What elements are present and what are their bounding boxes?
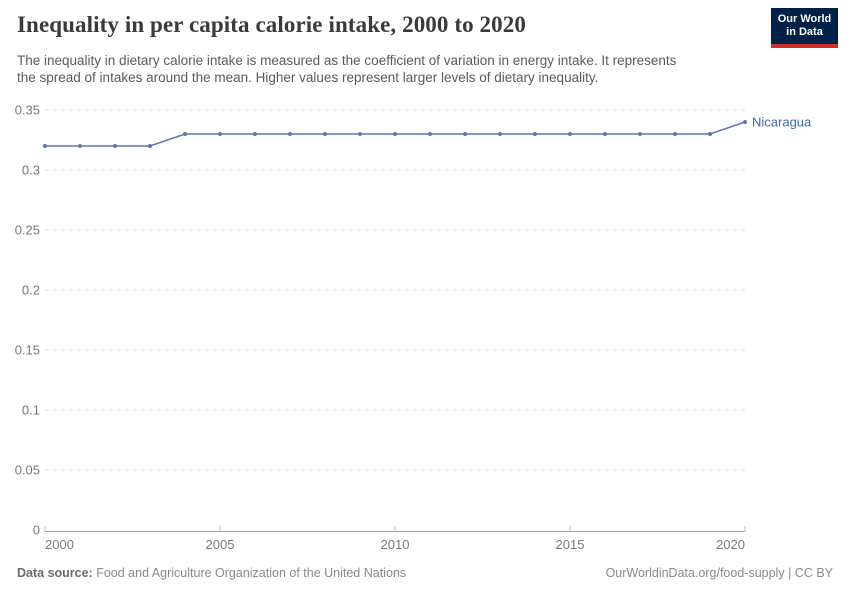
- x-tick-label: 2000: [45, 537, 74, 552]
- data-source: Data source: Food and Agriculture Organi…: [17, 566, 406, 580]
- data-point: [638, 132, 642, 136]
- data-source-label: Data source:: [17, 566, 93, 580]
- credit-link[interactable]: OurWorldinData.org/food-supply: [605, 566, 785, 580]
- data-point: [113, 144, 117, 148]
- x-tick-label: 2015: [556, 537, 585, 552]
- page-title: Inequality in per capita calorie intake,…: [17, 12, 526, 37]
- y-tick-label: 0.1: [22, 403, 40, 418]
- y-tick-label: 0.3: [22, 163, 40, 178]
- data-point: [183, 132, 187, 136]
- data-point: [288, 132, 292, 136]
- y-tick-label: 0.25: [15, 223, 40, 238]
- data-point: [323, 132, 327, 136]
- owid-logo: Our World in Data: [771, 8, 838, 48]
- credit: OurWorldinData.org/food-supply | CC BY: [606, 566, 833, 580]
- y-tick-label: 0.2: [22, 283, 40, 298]
- series-end-label[interactable]: Nicaragua: [752, 115, 812, 130]
- data-point: [78, 144, 82, 148]
- data-point: [148, 144, 152, 148]
- chart-subtitle: The inequality in dietary calorie intake…: [17, 52, 676, 86]
- data-point: [393, 132, 397, 136]
- x-tick-label: 2005: [206, 537, 235, 552]
- x-tick-label: 2010: [381, 537, 410, 552]
- data-point: [253, 132, 257, 136]
- data-point: [463, 132, 467, 136]
- y-tick-label: 0.15: [15, 343, 40, 358]
- y-tick-label: 0.05: [15, 463, 40, 478]
- data-point: [218, 132, 222, 136]
- data-point: [743, 120, 747, 124]
- chart-subtitle-line1: The inequality in dietary calorie intake…: [17, 53, 677, 68]
- credit-license: | CC BY: [784, 566, 833, 580]
- data-point: [533, 132, 537, 136]
- x-tick-label: 2020: [716, 537, 745, 552]
- data-point: [43, 144, 47, 148]
- footer: Data source: Food and Agriculture Organi…: [17, 566, 833, 580]
- data-point: [603, 132, 607, 136]
- data-point: [498, 132, 502, 136]
- data-source-value: Food and Agriculture Organization of the…: [92, 566, 407, 580]
- owid-logo-line2: in Data: [786, 26, 823, 38]
- data-point: [568, 132, 572, 136]
- owid-logo-line1: Our World: [777, 13, 832, 25]
- chart-subtitle-line2: the spread of intakes around the mean. H…: [17, 70, 599, 85]
- data-point: [673, 132, 677, 136]
- y-tick-label: 0: [33, 523, 40, 538]
- data-point: [708, 132, 712, 136]
- y-tick-label: 0.35: [15, 103, 40, 118]
- data-point: [428, 132, 432, 136]
- data-point: [358, 132, 362, 136]
